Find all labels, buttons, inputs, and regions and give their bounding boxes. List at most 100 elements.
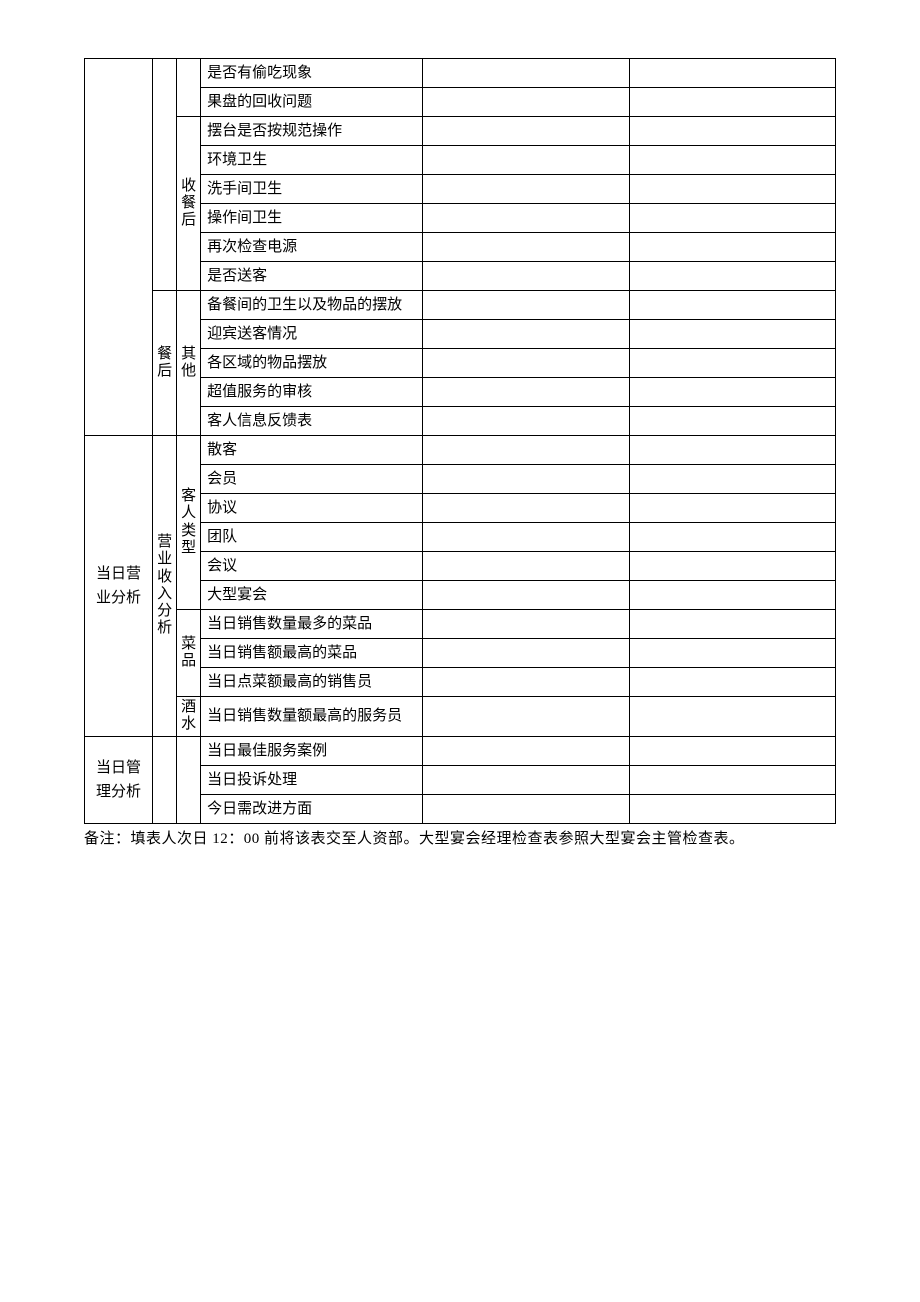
blank-cell xyxy=(629,349,835,378)
blank-cell xyxy=(423,204,629,233)
blank-cell xyxy=(629,88,835,117)
blank-cell xyxy=(629,436,835,465)
checklist-table: 是否有偷吃现象 果盘的回收问题 收餐后 摆台是否按规范操作 环境卫生 洗手间卫生… xyxy=(84,58,836,824)
blank-cell xyxy=(423,349,629,378)
item-cell: 会员 xyxy=(201,465,423,494)
blank-cell xyxy=(423,494,629,523)
blank-cell xyxy=(629,204,835,233)
cat2-blank xyxy=(153,59,177,291)
blank-cell xyxy=(629,668,835,697)
blank-cell xyxy=(629,175,835,204)
blank-cell xyxy=(423,736,629,765)
blank-cell xyxy=(629,552,835,581)
cat2-after-meal: 餐后 xyxy=(153,291,177,436)
table-row: 餐后 其他 备餐间的卫生以及物品的摆放 xyxy=(85,291,836,320)
item-cell: 今日需改进方面 xyxy=(201,794,423,823)
cat3-guest-type: 客人类型 xyxy=(177,436,201,610)
blank-cell xyxy=(423,146,629,175)
blank-cell xyxy=(423,639,629,668)
item-cell: 洗手间卫生 xyxy=(201,175,423,204)
table-row: 是否有偷吃现象 xyxy=(85,59,836,88)
blank-cell xyxy=(423,175,629,204)
blank-cell xyxy=(629,59,835,88)
blank-cell xyxy=(629,378,835,407)
cat3-drinks: 酒水 xyxy=(177,697,201,737)
item-cell: 大型宴会 xyxy=(201,581,423,610)
footnote: 备注：填表人次日 12：00 前将该表交至人资部。大型宴会经理检查表参照大型宴会… xyxy=(84,828,836,851)
item-cell: 果盘的回收问题 xyxy=(201,88,423,117)
table-row: 当日管理分析 当日最佳服务案例 xyxy=(85,736,836,765)
item-cell: 当日最佳服务案例 xyxy=(201,736,423,765)
table-row: 当日营业分析 营业收入分析 客人类型 散客 xyxy=(85,436,836,465)
blank-cell xyxy=(423,794,629,823)
blank-cell xyxy=(423,765,629,794)
blank-cell xyxy=(629,146,835,175)
blank-cell xyxy=(629,494,835,523)
cat3-after-service: 收餐后 xyxy=(177,117,201,291)
blank-cell xyxy=(423,378,629,407)
item-cell: 当日投诉处理 xyxy=(201,765,423,794)
item-cell: 环境卫生 xyxy=(201,146,423,175)
item-cell: 迎宾送客情况 xyxy=(201,320,423,349)
blank-cell xyxy=(629,697,835,737)
table-row: 酒水 当日销售数量额最高的服务员 xyxy=(85,697,836,737)
item-cell: 散客 xyxy=(201,436,423,465)
blank-cell xyxy=(629,291,835,320)
blank-cell xyxy=(423,88,629,117)
blank-cell xyxy=(629,765,835,794)
cat1-mgmt-analysis: 当日管理分析 xyxy=(85,736,153,823)
blank-cell xyxy=(629,610,835,639)
blank-cell xyxy=(423,610,629,639)
item-cell: 协议 xyxy=(201,494,423,523)
item-cell: 当日点菜额最高的销售员 xyxy=(201,668,423,697)
blank-cell xyxy=(629,262,835,291)
item-cell: 是否有偷吃现象 xyxy=(201,59,423,88)
blank-cell xyxy=(423,291,629,320)
blank-cell xyxy=(629,794,835,823)
cat1-blank xyxy=(85,59,153,436)
blank-cell xyxy=(629,639,835,668)
table-row: 收餐后 摆台是否按规范操作 xyxy=(85,117,836,146)
blank-cell xyxy=(423,59,629,88)
item-cell: 客人信息反馈表 xyxy=(201,407,423,436)
item-cell: 摆台是否按规范操作 xyxy=(201,117,423,146)
cat3-blank2 xyxy=(177,736,201,823)
blank-cell xyxy=(629,320,835,349)
cat3-blank xyxy=(177,59,201,117)
table-row: 菜品 当日销售数量最多的菜品 xyxy=(85,610,836,639)
blank-cell xyxy=(423,465,629,494)
item-cell: 当日销售数量额最高的服务员 xyxy=(201,697,423,737)
cat1-biz-analysis: 当日营业分析 xyxy=(85,436,153,737)
blank-cell xyxy=(423,523,629,552)
item-cell: 是否送客 xyxy=(201,262,423,291)
blank-cell xyxy=(629,465,835,494)
blank-cell xyxy=(423,668,629,697)
blank-cell xyxy=(423,117,629,146)
item-cell: 会议 xyxy=(201,552,423,581)
blank-cell xyxy=(629,233,835,262)
blank-cell xyxy=(423,697,629,737)
blank-cell xyxy=(423,320,629,349)
blank-cell xyxy=(423,407,629,436)
cat3-other: 其他 xyxy=(177,291,201,436)
blank-cell xyxy=(423,233,629,262)
item-cell: 当日销售额最高的菜品 xyxy=(201,639,423,668)
item-cell: 操作间卫生 xyxy=(201,204,423,233)
blank-cell xyxy=(629,117,835,146)
blank-cell xyxy=(423,436,629,465)
cat2-blank2 xyxy=(153,736,177,823)
item-cell: 超值服务的审核 xyxy=(201,378,423,407)
item-cell: 团队 xyxy=(201,523,423,552)
item-cell: 各区域的物品摆放 xyxy=(201,349,423,378)
cat3-dishes: 菜品 xyxy=(177,610,201,697)
blank-cell xyxy=(423,581,629,610)
blank-cell xyxy=(423,552,629,581)
item-cell: 再次检查电源 xyxy=(201,233,423,262)
blank-cell xyxy=(629,581,835,610)
blank-cell xyxy=(629,736,835,765)
blank-cell xyxy=(629,523,835,552)
cat2-income-analysis: 营业收入分析 xyxy=(153,436,177,737)
blank-cell xyxy=(629,407,835,436)
blank-cell xyxy=(423,262,629,291)
item-cell: 备餐间的卫生以及物品的摆放 xyxy=(201,291,423,320)
